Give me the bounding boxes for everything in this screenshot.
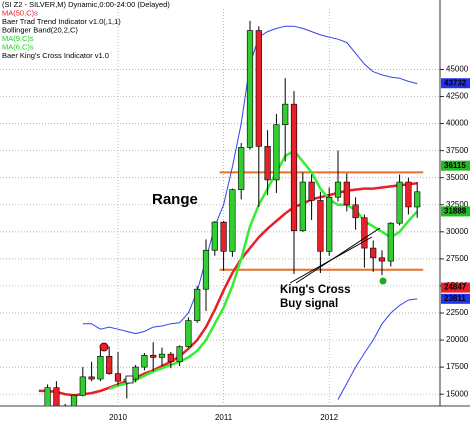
candle-body bbox=[220, 221, 227, 252]
candle-body bbox=[326, 196, 333, 252]
y-tick-label: 15000 bbox=[446, 389, 469, 398]
candle-body bbox=[317, 200, 324, 252]
legend-entry: Bollinger Band(20,2,C) bbox=[2, 25, 78, 34]
arrow bbox=[295, 227, 381, 284]
price-tag bbox=[441, 293, 470, 304]
y-tick-label: 40000 bbox=[446, 119, 469, 128]
candle-body bbox=[176, 346, 183, 363]
indicator-line bbox=[337, 298, 418, 400]
candle-body bbox=[158, 353, 166, 358]
y-tick-label: 35000 bbox=[446, 173, 469, 182]
candle-body bbox=[299, 181, 306, 232]
signal-marker bbox=[125, 375, 134, 384]
x-tick-label: 2011 bbox=[215, 413, 233, 422]
candle-body bbox=[343, 181, 350, 206]
candle-body bbox=[378, 257, 386, 262]
candle-body bbox=[352, 204, 359, 219]
legend-entry: MA(6,C)s bbox=[2, 42, 34, 51]
price-tag-label: 36115 bbox=[444, 161, 466, 170]
legend-entry: MA(9,C)s bbox=[2, 34, 34, 43]
candle-body bbox=[396, 181, 403, 224]
x-tick-label: 2012 bbox=[320, 413, 338, 422]
price-tag bbox=[441, 282, 470, 293]
y-tick-label: 45000 bbox=[446, 65, 469, 74]
x-tick-label: 2010 bbox=[109, 413, 127, 422]
candle-body bbox=[202, 249, 210, 290]
price-tag-label: 23811 bbox=[444, 294, 466, 303]
y-tick-label: 30000 bbox=[446, 227, 469, 236]
legend-entry: (SI Z2 - SILVER,M) Dynamic,0:00-24:00 (D… bbox=[2, 0, 170, 9]
price-tag bbox=[441, 206, 470, 217]
legend-entry: Baer Trad Trend Indicator v1.0(,1,1) bbox=[2, 17, 121, 26]
candle-body bbox=[97, 356, 104, 380]
candle-body bbox=[211, 221, 218, 251]
price-tag bbox=[441, 78, 470, 89]
annotation: Buy signal bbox=[280, 298, 338, 310]
candle-body bbox=[246, 30, 254, 148]
candle-body bbox=[414, 191, 421, 208]
candle-body bbox=[79, 376, 86, 396]
indicator-line bbox=[38, 181, 418, 397]
candle-body bbox=[282, 103, 289, 126]
candle-body bbox=[334, 181, 342, 198]
candle-body bbox=[273, 124, 280, 181]
candle-body bbox=[114, 373, 122, 382]
candle-body bbox=[70, 394, 78, 406]
candle-body bbox=[141, 354, 148, 368]
candle-body bbox=[88, 376, 95, 380]
price-tag-label: 31888 bbox=[444, 207, 467, 216]
candle-body bbox=[370, 247, 377, 259]
overlay: Range King's Cross Buy signal bbox=[99, 191, 387, 384]
candle-body bbox=[229, 189, 236, 252]
y-tick-label: 20000 bbox=[446, 335, 469, 344]
legend-entry: Baer King's Cross Indicator v1.0 bbox=[2, 51, 109, 60]
candle-body bbox=[255, 30, 262, 147]
candle-body bbox=[106, 356, 113, 374]
candle-body bbox=[53, 387, 60, 406]
candle-body bbox=[387, 222, 394, 262]
candle-body bbox=[185, 320, 192, 347]
price-tag-label: 24847 bbox=[444, 283, 467, 292]
candle-body bbox=[361, 217, 368, 249]
y-tick-label: 37500 bbox=[446, 146, 469, 155]
plot-area bbox=[0, 8, 440, 406]
candle-body bbox=[167, 353, 174, 363]
candle-body bbox=[194, 288, 201, 321]
candle-body bbox=[150, 354, 157, 358]
price-tag-label: 43732 bbox=[444, 78, 467, 87]
y-tick-label: 27500 bbox=[446, 254, 469, 263]
annotation: King's Cross bbox=[280, 284, 350, 296]
candle-body bbox=[132, 366, 139, 380]
y-tick-label: 17500 bbox=[446, 362, 469, 371]
y-tick-label: 32500 bbox=[446, 200, 469, 209]
signal-marker bbox=[379, 277, 387, 285]
legend-entry: MA(50,C)s bbox=[2, 8, 38, 17]
y-tick-label: 22500 bbox=[446, 308, 469, 317]
candle-body bbox=[44, 387, 51, 406]
signal-marker bbox=[99, 342, 109, 352]
candle-body bbox=[290, 103, 298, 232]
annotation: Range bbox=[152, 191, 198, 208]
candle-body bbox=[238, 147, 245, 190]
candle-body bbox=[264, 146, 271, 181]
y-tick-label: 42500 bbox=[446, 92, 469, 101]
candle-body bbox=[405, 181, 412, 208]
price-tag bbox=[441, 160, 470, 171]
candle-body bbox=[308, 181, 315, 201]
